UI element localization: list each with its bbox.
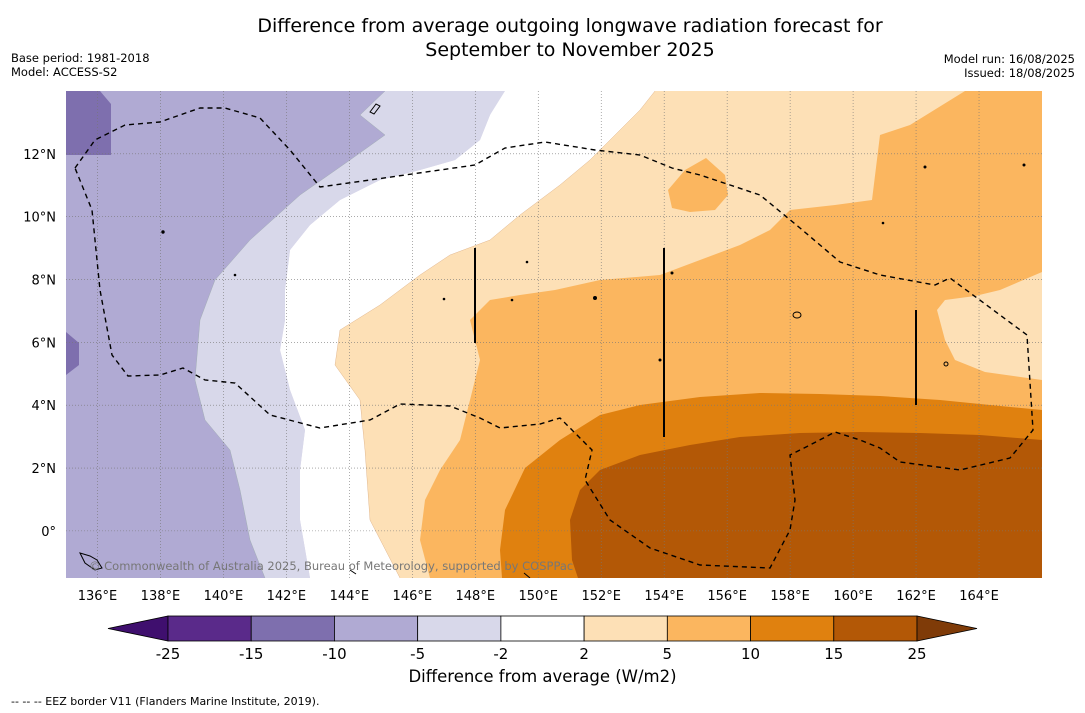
islands [79, 103, 1026, 578]
colorbar-title: Difference from average (W/m2) [408, 667, 677, 686]
lon-tick-label: 146°E [393, 589, 433, 604]
lon-tick-label: 142°E [267, 589, 307, 604]
base-period: Base period: 1981-2018 [11, 51, 150, 65]
colorbar-tick-label: 15 [824, 645, 843, 663]
gridlines [66, 91, 1042, 578]
island-new-guinea [79, 552, 103, 571]
colorbar-tick-label: -2 [493, 645, 508, 663]
colorbar-tick-label: -10 [322, 645, 347, 663]
lon-tick-label: 162°E [896, 589, 936, 604]
lat-tick-labels: 12°N 10°N 8°N 6°N 4°N 2°N 0° [23, 148, 56, 540]
lon-tick-label: 160°E [833, 589, 873, 604]
lon-tick-label: 152°E [581, 589, 621, 604]
model-run: Model run: 16/08/2025 [943, 52, 1075, 66]
lon-tick-label: 140°E [204, 589, 244, 604]
island-pohnpei [792, 311, 802, 319]
colorbar-segment [583, 615, 668, 642]
colorbar-segment [167, 615, 252, 642]
chart-title: Difference from average outgoing longwav… [150, 14, 990, 62]
lon-tick-label: 148°E [456, 589, 496, 604]
map-field: © Commonwealth of Australia 2025, Bureau… [66, 91, 1042, 578]
colorbar-tick-label: 2 [579, 645, 589, 663]
lon-tick-label: 154°E [644, 589, 684, 604]
model-name: Model: ACCESS-S2 [11, 65, 118, 79]
colorbar-segment [417, 615, 502, 642]
meta-left: Base period: 1981-2018 Model: ACCESS-S2 [11, 51, 150, 79]
colorbar-tick-label: -15 [239, 645, 264, 663]
colorbar-segment [334, 615, 419, 642]
colorbar-extend-low [107, 615, 169, 642]
island-south [523, 572, 531, 578]
colorbar-segment [250, 615, 335, 642]
issued-date: Issued: 18/08/2025 [964, 66, 1075, 80]
lon-tick-labels: 136°E 138°E 140°E 142°E 144°E 146°E 148°E 150°E… [78, 589, 999, 604]
colorbar-segment [500, 615, 585, 642]
lat-tick-label: 4°N [32, 399, 57, 414]
copyright-text: © Commonwealth of Australia 2025, Bureau… [89, 559, 573, 573]
lon-tick-label: 150°E [518, 589, 558, 604]
colorbar-segment [750, 615, 835, 642]
band-minus2-2 [280, 91, 655, 578]
lat-tick-label: 0° [41, 525, 56, 540]
contour-line-a [194, 91, 386, 578]
band-15-25 [570, 432, 1042, 578]
lat-tick-label: 10°N [23, 211, 56, 226]
colorbar-tick-label: -25 [156, 645, 181, 663]
lon-tick-label: 164°E [959, 589, 999, 604]
title-line-1: Difference from average outgoing longwav… [257, 15, 883, 37]
colorbar-tick-label: 10 [741, 645, 760, 663]
footnote: -- -- -- EEZ border V11 (Flanders Marine… [11, 695, 320, 708]
band-5-10-blob [668, 158, 728, 212]
band-minus5-minus2 [195, 91, 505, 578]
lat-tick-label: 8°N [32, 274, 57, 289]
colorbar-segment [666, 615, 751, 642]
colorbar-tick-label: 5 [663, 645, 673, 663]
meta-right: Model run: 16/08/2025 Issued: 18/08/2025 [944, 52, 1075, 80]
colorbar: -25 -15 -10 -5 -2 2 5 10 15 25 [107, 615, 978, 663]
island-guam [369, 103, 381, 115]
colorbar-tick-label: -5 [410, 645, 425, 663]
island-south-b [349, 569, 357, 575]
colorbar-segment [833, 615, 918, 642]
lon-tick-label: 144°E [330, 589, 370, 604]
colorbar-extend-high [916, 615, 978, 642]
band-2-5-east [937, 272, 1042, 380]
band-minus15-minus10-b [66, 332, 79, 375]
lat-tick-label: 6°N [32, 336, 57, 351]
lon-tick-label: 138°E [141, 589, 181, 604]
lon-tick-label: 158°E [770, 589, 810, 604]
lon-tick-label: 156°E [707, 589, 747, 604]
lat-tick-label: 12°N [23, 148, 56, 163]
contour-line-b [334, 91, 656, 578]
colorbar-tick-label: 25 [907, 645, 926, 663]
band-minus15-minus10 [66, 91, 111, 155]
lon-tick-label: 136°E [78, 589, 118, 604]
title-line-2: September to November 2025 [425, 39, 715, 61]
lat-tick-label: 2°N [32, 462, 57, 477]
